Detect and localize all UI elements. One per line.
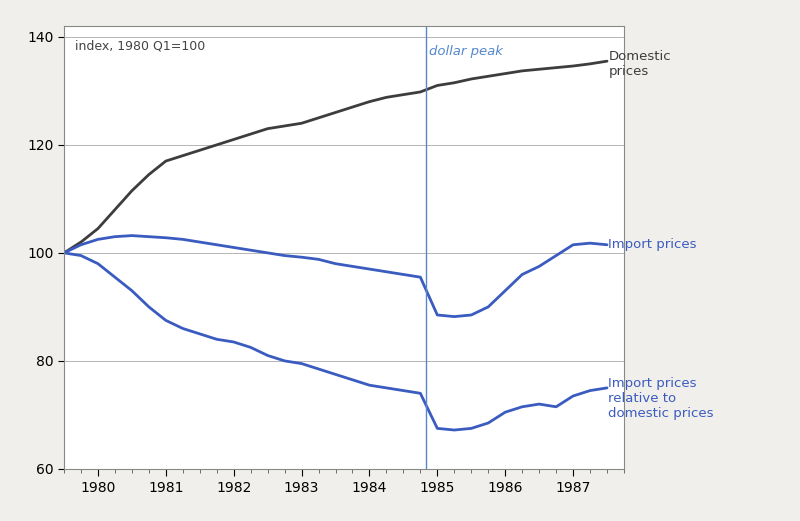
Text: Import prices: Import prices: [608, 238, 697, 251]
Text: Domestic
prices: Domestic prices: [608, 50, 671, 78]
Text: Import prices
relative to
domestic prices: Import prices relative to domestic price…: [608, 377, 714, 420]
Text: dollar peak: dollar peak: [429, 45, 502, 58]
Text: index, 1980 Q1=100: index, 1980 Q1=100: [75, 40, 206, 52]
